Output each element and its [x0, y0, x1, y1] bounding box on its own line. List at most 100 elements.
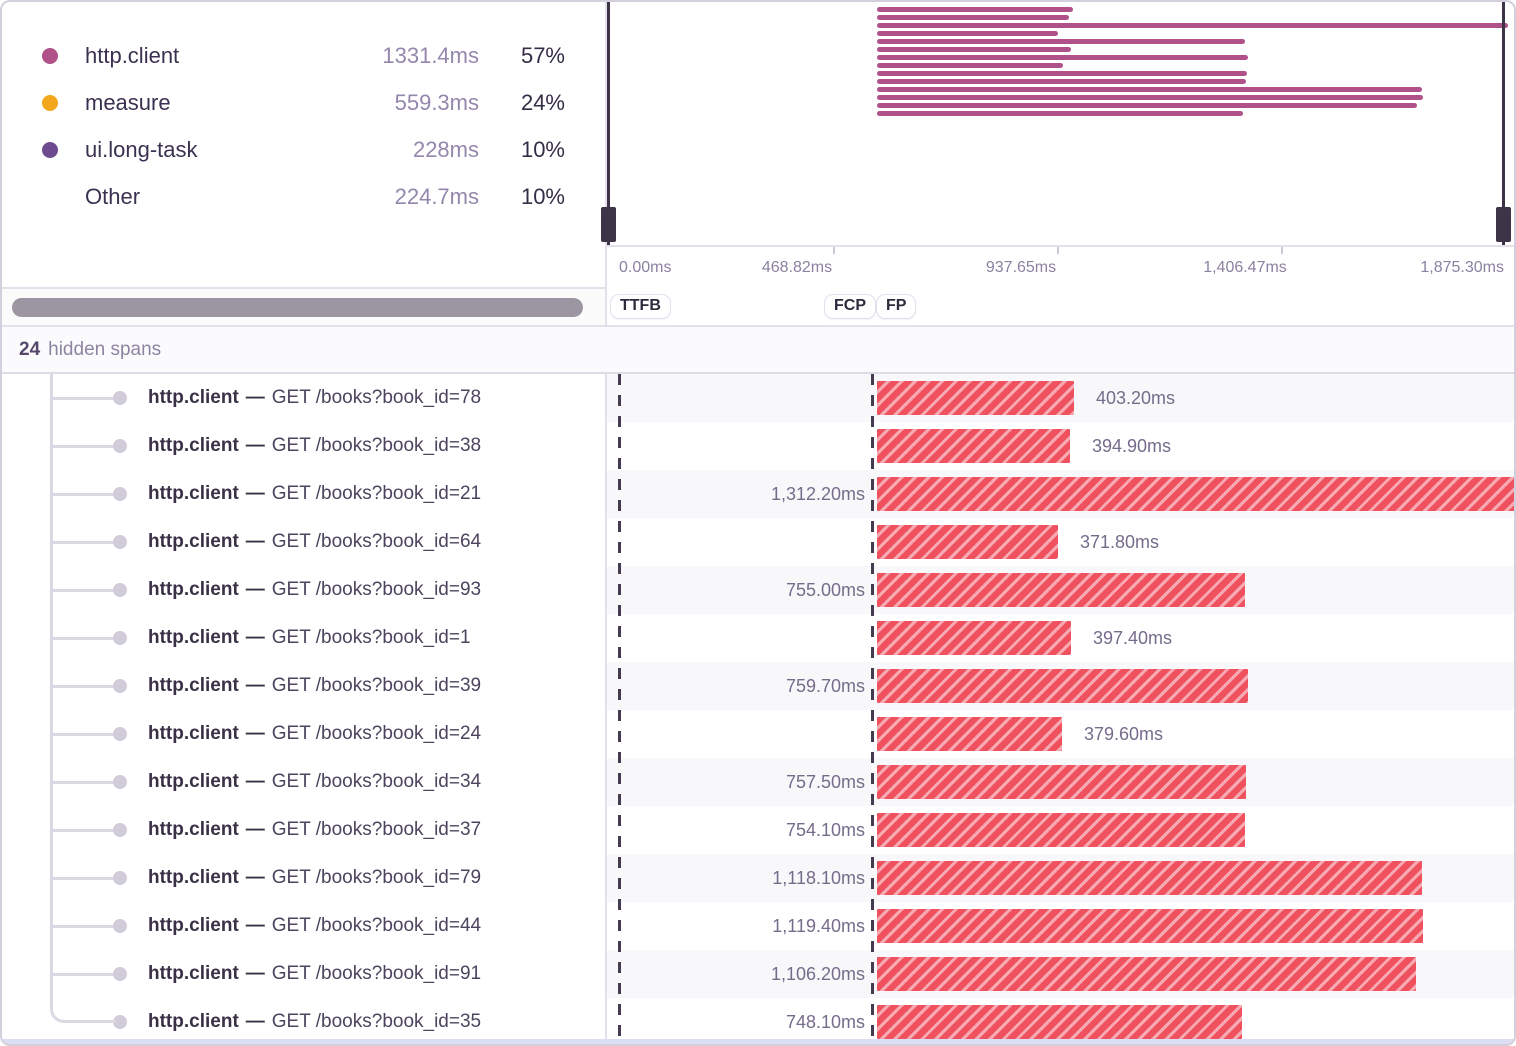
legend-op-name: ui.long-task: [85, 136, 198, 162]
vital-badge-fcp: FCP: [824, 294, 876, 319]
axis-label-4: 1,875.30ms: [1420, 259, 1504, 276]
span-duration-bar[interactable]: [877, 909, 1423, 943]
minimap-right-handle-grip[interactable]: [1496, 207, 1511, 242]
minimap-span-bar: [877, 31, 1058, 36]
span-row[interactable]: http.client — GET /books?book_id=39 759.70…: [2, 662, 1514, 710]
span-row[interactable]: http.client — GET /books?book_id=64 371.80…: [2, 518, 1514, 566]
span-duration-bar[interactable]: [877, 573, 1245, 607]
span-node-dot-icon: [113, 727, 127, 741]
span-row-description: http.client — GET /books?book_id=78: [2, 374, 607, 422]
axis-tick: [833, 247, 835, 254]
span-row[interactable]: http.client — GET /books?book_id=37 754.10…: [2, 806, 1514, 854]
span-duration-bar[interactable]: [877, 861, 1422, 895]
span-row[interactable]: http.client — GET /books?book_id=24 379.60…: [2, 710, 1514, 758]
scrubber-vitals-row: TTFB FCP FP: [2, 289, 1514, 327]
span-row-description: http.client — GET /books?book_id=39: [2, 662, 607, 710]
span-separator: —: [245, 867, 265, 888]
span-row-description: http.client — GET /books?book_id=44: [2, 902, 607, 950]
span-op: http.client: [148, 867, 239, 888]
span-op: http.client: [148, 627, 239, 648]
span-row[interactable]: http.client — GET /books?book_id=78 403.20…: [2, 374, 1514, 422]
span-node-dot-icon: [113, 775, 127, 789]
axis-label-3: 1,406.47ms: [1203, 259, 1287, 276]
span-description: GET /books?book_id=35: [271, 1011, 482, 1032]
span-duration-bar[interactable]: [877, 477, 1514, 511]
span-duration-bar[interactable]: [877, 525, 1058, 559]
span-description: GET /books?book_id=24: [271, 723, 482, 744]
hidden-spans-row[interactable]: 24 hidden spans: [2, 327, 1514, 374]
span-duration-bar[interactable]: [877, 1005, 1242, 1039]
span-duration-label: 757.50ms: [785, 772, 865, 792]
tree-connector: [50, 444, 116, 448]
span-row-waterfall: 394.90ms: [607, 422, 1514, 470]
span-duration-bar[interactable]: [877, 669, 1248, 703]
ops-breakdown-legend: http.client 1331.4ms 57% measure 559.3ms…: [2, 2, 607, 287]
span-node-dot-icon: [113, 871, 127, 885]
minimap-left-handle-grip[interactable]: [601, 207, 616, 242]
axis-label-0: 0.00ms: [619, 259, 672, 276]
span-duration-label: 379.60ms: [1084, 724, 1164, 744]
span-duration-label: 748.10ms: [785, 1012, 865, 1032]
bottom-scroll-indicator[interactable]: [2, 1039, 1514, 1044]
span-duration-label: 1,119.40ms: [772, 916, 865, 936]
minimap-chart[interactable]: [607, 2, 1514, 245]
span-row-waterfall: 754.10ms: [607, 806, 1514, 854]
span-row-waterfall: 403.20ms: [607, 374, 1514, 422]
span-op: http.client: [148, 387, 239, 408]
span-row-description: http.client — GET /books?book_id=79: [2, 854, 607, 902]
span-duration-label: 1,312.20ms: [770, 484, 865, 504]
minimap-span-bar: [877, 103, 1417, 108]
legend-item[interactable]: ui.long-task 228ms 10%: [42, 126, 565, 173]
span-row[interactable]: http.client — GET /books?book_id=35 748.10…: [2, 998, 1514, 1044]
minimap-left-handle-line[interactable]: [607, 2, 610, 245]
span-op: http.client: [148, 819, 239, 840]
span-op: http.client: [148, 771, 239, 792]
span-title: http.client — GET /books?book_id=34: [148, 758, 481, 806]
axis-label-2: 937.65ms: [985, 259, 1057, 276]
span-row[interactable]: http.client — GET /books?book_id=38 394.90…: [2, 422, 1514, 470]
span-duration-bar[interactable]: [877, 621, 1071, 655]
span-row-description: http.client — GET /books?book_id=1: [2, 614, 607, 662]
span-op: http.client: [148, 723, 239, 744]
span-rows-section: http.client — GET /books?book_id=78 403.20…: [2, 374, 1514, 1044]
span-node-dot-icon: [113, 1015, 127, 1029]
span-row[interactable]: http.client — GET /books?book_id=79 1,118.…: [2, 854, 1514, 902]
minimap-span-bar: [877, 23, 1508, 28]
span-title: http.client — GET /books?book_id=39: [148, 662, 481, 710]
span-duration-label: 397.40ms: [1093, 628, 1173, 648]
span-duration-label: 403.20ms: [1096, 388, 1176, 408]
tree-connector: [50, 780, 116, 784]
span-node-dot-icon: [113, 487, 127, 501]
span-row[interactable]: http.client — GET /books?book_id=44 1,119.…: [2, 902, 1514, 950]
span-row-description: http.client — GET /books?book_id=24: [2, 710, 607, 758]
tree-connector: [50, 684, 116, 688]
span-separator: —: [245, 387, 265, 408]
minimap-span-bar: [877, 87, 1422, 92]
span-separator: —: [245, 579, 265, 600]
span-title: http.client — GET /books?book_id=1: [148, 614, 471, 662]
span-separator: —: [245, 531, 265, 552]
span-duration-bar[interactable]: [877, 717, 1062, 751]
span-row[interactable]: http.client — GET /books?book_id=93 755.00…: [2, 566, 1514, 614]
span-row[interactable]: http.client — GET /books?book_id=1 397.40m…: [2, 614, 1514, 662]
span-row[interactable]: http.client — GET /books?book_id=21 1,312.…: [2, 470, 1514, 518]
scrollbar-thumb[interactable]: [12, 298, 583, 317]
legend-item[interactable]: http.client 1331.4ms 57%: [42, 32, 565, 79]
legend-item[interactable]: Other 224.7ms 10%: [42, 173, 565, 220]
minimap-right-handle-line[interactable]: [1502, 2, 1505, 245]
span-duration-bar[interactable]: [877, 765, 1246, 799]
span-description: GET /books?book_id=37: [271, 819, 482, 840]
span-row-description: http.client — GET /books?book_id=93: [2, 566, 607, 614]
minimap-span-bar: [877, 95, 1423, 100]
span-row[interactable]: http.client — GET /books?book_id=91 1,106.…: [2, 950, 1514, 998]
span-row-description: http.client — GET /books?book_id=38: [2, 422, 607, 470]
span-title: http.client — GET /books?book_id=44: [148, 902, 481, 950]
span-row[interactable]: http.client — GET /books?book_id=34 757.50…: [2, 758, 1514, 806]
span-node-dot-icon: [113, 919, 127, 933]
span-group-start-line: [871, 374, 874, 1044]
legend-item[interactable]: measure 559.3ms 24%: [42, 79, 565, 126]
span-duration-bar[interactable]: [877, 429, 1070, 463]
span-duration-bar[interactable]: [877, 381, 1074, 415]
span-duration-bar[interactable]: [877, 957, 1416, 991]
span-duration-bar[interactable]: [877, 813, 1245, 847]
